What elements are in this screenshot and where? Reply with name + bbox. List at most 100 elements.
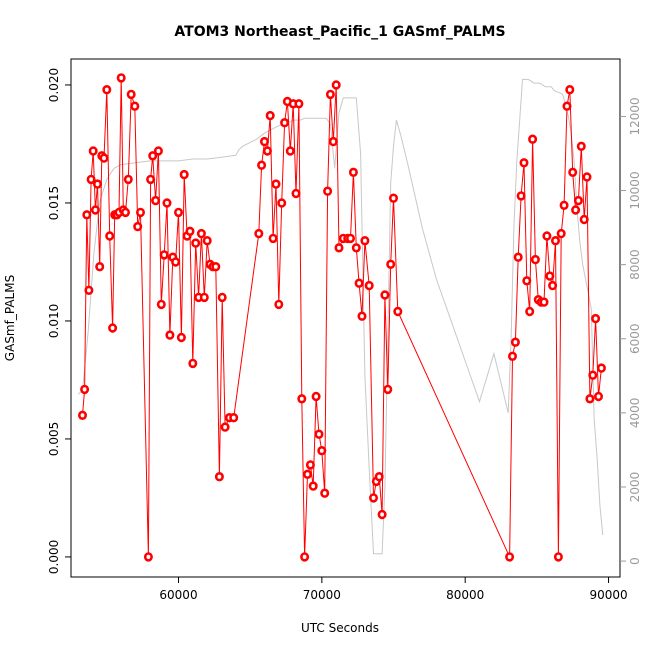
data-point	[280, 117, 290, 128]
data-point	[386, 259, 396, 269]
data-point	[148, 151, 158, 161]
data-point	[562, 101, 572, 111]
data-point	[302, 469, 312, 479]
data-point	[374, 472, 384, 482]
data-point	[510, 337, 520, 347]
data-point	[308, 481, 318, 491]
data-point	[220, 422, 230, 432]
x-tick-label: 70000	[303, 588, 341, 602]
data-point	[265, 110, 275, 121]
data-point	[185, 226, 195, 237]
data-point	[116, 73, 126, 83]
data-point	[519, 158, 529, 168]
data-point	[179, 169, 189, 180]
data-point	[90, 205, 100, 215]
data-point	[328, 136, 338, 147]
data-point	[528, 134, 538, 144]
data-point	[331, 80, 341, 90]
x-axis-label: UTC Seconds	[301, 621, 379, 635]
data-point	[525, 306, 535, 317]
data-point	[377, 509, 387, 520]
data-point	[86, 174, 96, 185]
data-point	[229, 413, 239, 423]
y-tick-label: 0.000	[47, 540, 61, 574]
y2-tick-label: 2000	[628, 472, 642, 503]
data-point	[314, 429, 324, 439]
data-point	[78, 410, 88, 420]
data-point	[588, 370, 598, 380]
data-point	[188, 358, 198, 369]
data-point	[585, 394, 595, 404]
data-point	[550, 236, 560, 246]
x-tick-label: 90000	[589, 588, 627, 602]
data-point	[300, 552, 310, 562]
data-point	[505, 552, 515, 562]
data-point	[259, 136, 269, 147]
data-point	[507, 351, 517, 361]
data-point	[123, 174, 133, 185]
data-point	[262, 146, 272, 156]
data-point	[202, 236, 212, 246]
data-point	[254, 228, 264, 239]
data-point	[593, 391, 603, 402]
data-point	[93, 179, 103, 189]
data-point	[565, 84, 575, 95]
data-point	[99, 153, 109, 163]
data-point	[156, 299, 166, 310]
data-point	[191, 238, 201, 248]
data-point	[542, 231, 552, 241]
data-point	[548, 280, 558, 291]
y-tick-label: 0.015	[47, 186, 61, 220]
data-point	[176, 332, 186, 343]
data-point	[530, 254, 540, 265]
data-point	[105, 231, 115, 241]
data-point	[568, 167, 578, 178]
data-point	[162, 198, 172, 208]
y-axis-label: GASmf_PALMS	[3, 275, 17, 361]
data-point	[360, 236, 370, 246]
data-point	[522, 276, 532, 286]
data-point	[325, 89, 335, 100]
altitude-line	[77, 78, 604, 555]
data-point	[323, 186, 333, 196]
data-point	[291, 188, 301, 199]
data-point	[274, 299, 284, 310]
y2-tick-label: 10000	[628, 171, 642, 209]
data-point	[351, 243, 361, 253]
x-tick-label: 60000	[159, 588, 197, 602]
plot-frame	[70, 58, 621, 578]
data-point	[82, 210, 92, 220]
data-point	[368, 493, 378, 503]
data-point	[133, 221, 143, 232]
data-point	[354, 278, 364, 288]
plot-area: 60000 70000 80000 900000.0000.0050.0100.015…	[47, 58, 642, 602]
y2-tick-label: 4000	[628, 398, 642, 429]
data-point	[257, 160, 267, 170]
data-point	[165, 330, 175, 340]
data-point	[297, 394, 307, 404]
data-point	[121, 207, 131, 218]
data-point	[146, 174, 156, 185]
data-point	[171, 257, 181, 267]
data-point	[545, 271, 555, 281]
data-point	[211, 262, 221, 272]
data-point	[214, 472, 224, 482]
data-point	[582, 172, 592, 182]
data-point	[320, 488, 330, 498]
data-point	[348, 167, 358, 178]
data-point	[311, 391, 321, 402]
data-point	[174, 207, 184, 218]
chart-title: ATOM3 Northeast_Pacific_1 GASmf_PALMS	[174, 24, 505, 40]
data-point	[364, 280, 374, 291]
data-point	[80, 384, 90, 395]
data-point	[579, 214, 589, 225]
data-point	[151, 195, 161, 206]
y2-tick-label: 12000	[628, 97, 642, 135]
data-point	[126, 89, 136, 100]
data-point	[317, 446, 327, 456]
data-point	[102, 84, 112, 95]
y2-tick-label: 6000	[628, 323, 642, 354]
data-point	[596, 363, 606, 373]
data-point	[393, 306, 403, 317]
data-point	[88, 146, 98, 156]
